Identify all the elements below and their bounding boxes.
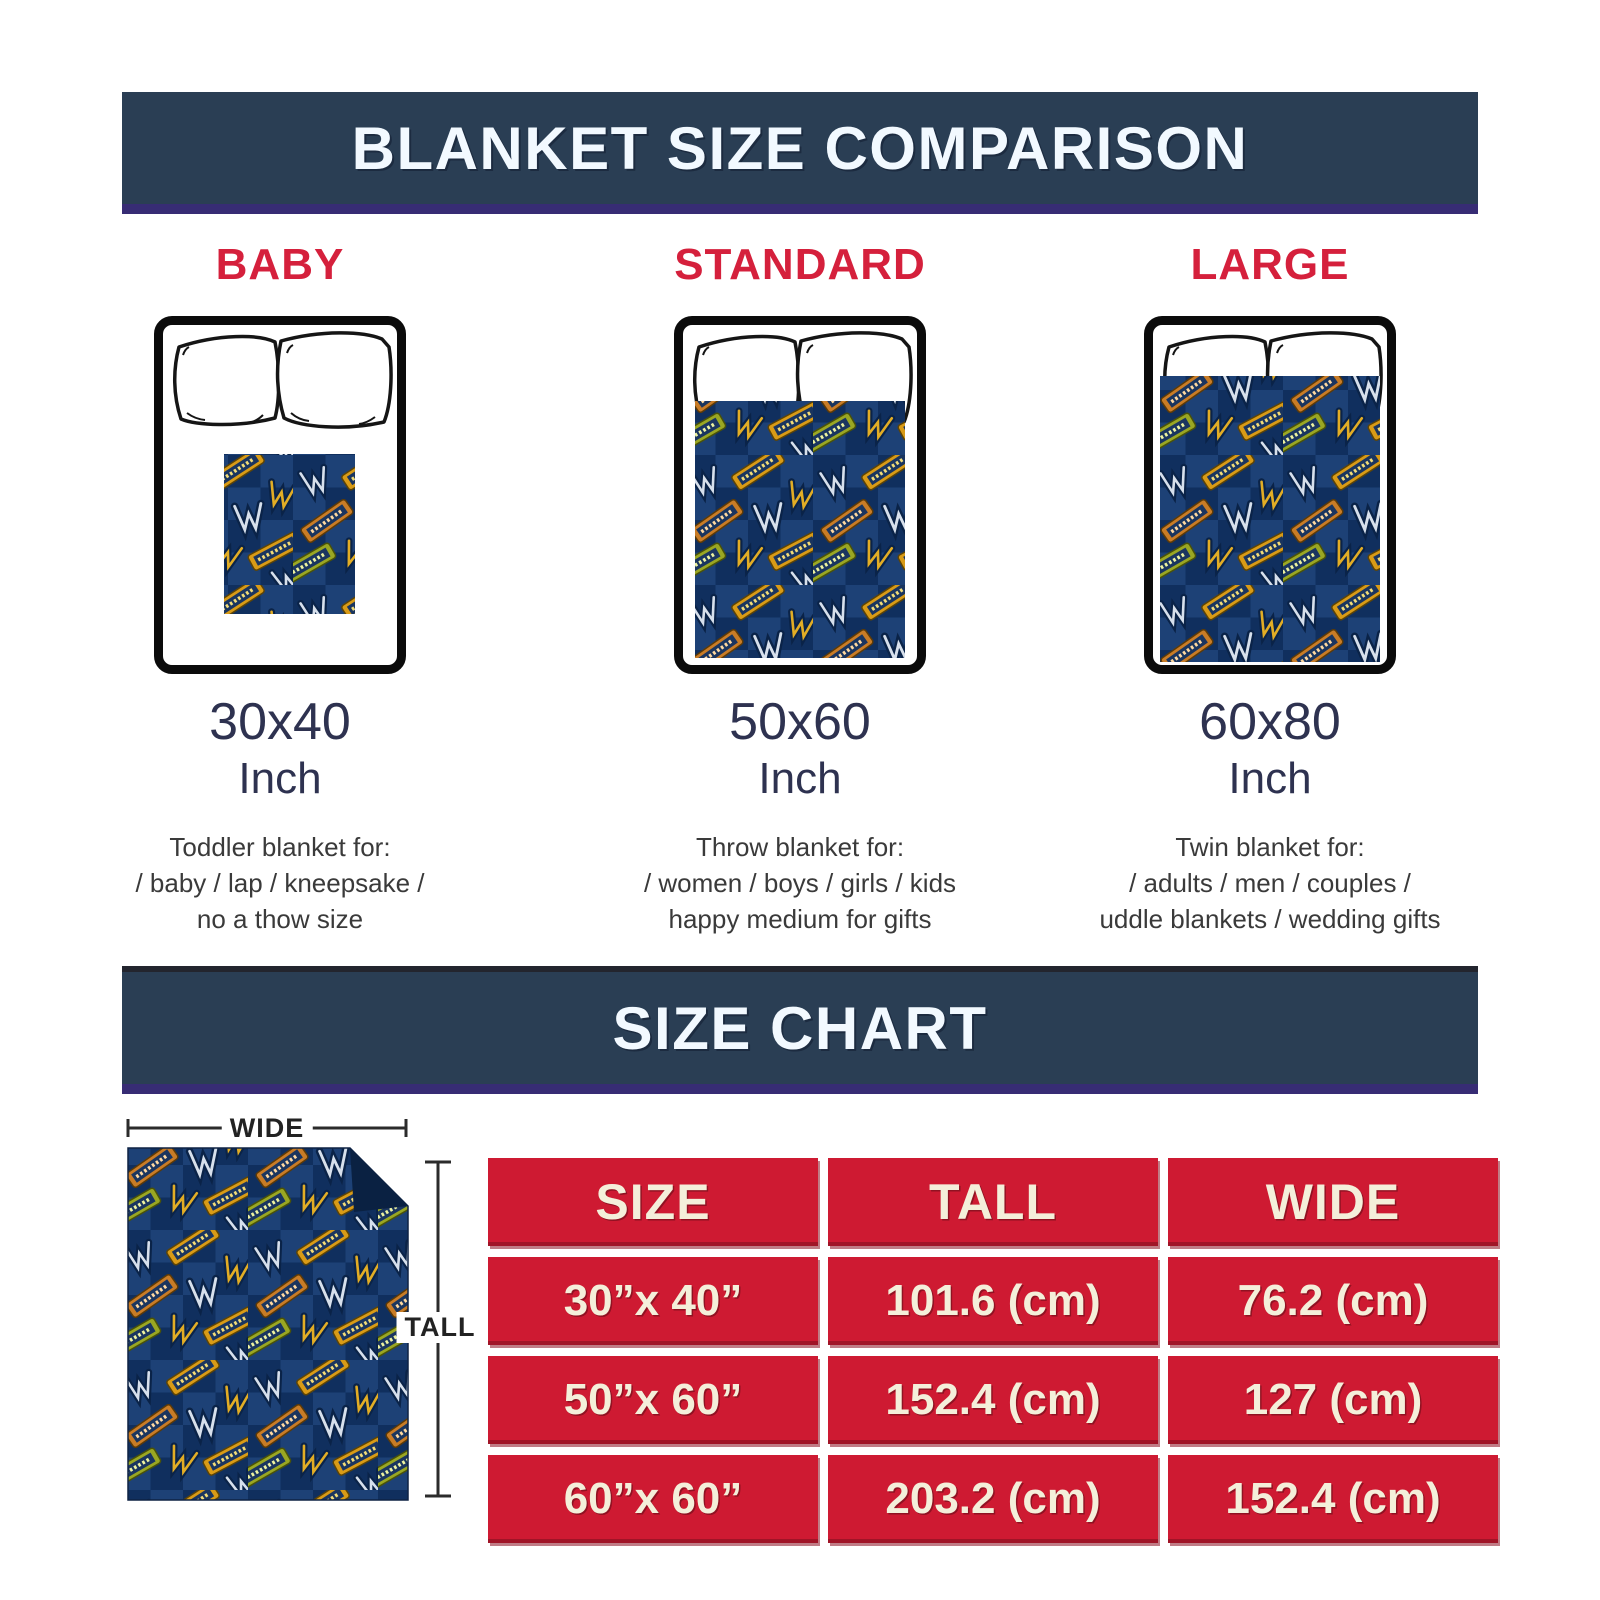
bed-illustration-large <box>1144 316 1396 674</box>
size-chart-banner: SIZE CHART <box>122 966 1478 1094</box>
description-line: / baby / lap / kneepsake / <box>135 867 425 898</box>
fold-triangle <box>350 1148 408 1212</box>
comparison-banner: BLANKET SIZE COMPARISON <box>122 92 1478 214</box>
table-cell-wide-1: 76.2 (cm) <box>1168 1257 1498 1345</box>
size-value-standard: 50x60 <box>729 693 871 751</box>
description-large: Twin blanket for: / adults / men / coupl… <box>1040 830 1500 938</box>
bed-drawing-large <box>1160 331 1383 662</box>
description-line: / women / boys / girls / kids <box>643 867 957 898</box>
size-value-baby: 30x40 <box>209 693 351 751</box>
table-cell-size-3: 60”x 60” <box>488 1455 818 1543</box>
pillows-icon <box>172 331 393 429</box>
size-chart-title: SIZE CHART <box>612 994 988 1062</box>
table-header-wide: WIDE <box>1168 1158 1498 1246</box>
column-heading-baby: BABY <box>215 240 345 289</box>
blanket-standard <box>695 401 905 658</box>
table-cell-wide-3: 152.4 (cm) <box>1168 1455 1498 1543</box>
description-line: Throw blanket for: <box>695 832 905 862</box>
table-cell-tall-1: 101.6 (cm) <box>828 1257 1158 1345</box>
blanket-folded-corner <box>127 1147 409 1501</box>
table-cell-tall-3: 203.2 (cm) <box>828 1455 1158 1543</box>
dimension-drawing <box>126 1119 451 1501</box>
description-line: Toddler blanket for: <box>169 832 391 862</box>
blanket-large <box>1160 376 1380 662</box>
bed-drawing-baby <box>172 331 393 614</box>
size-column-large: LARGE 60x80 Inch Twin blanket for: / adu… <box>1040 240 1500 938</box>
column-heading-large: LARGE <box>1190 240 1350 289</box>
size-unit-large: Inch <box>1228 754 1312 803</box>
table-cell-wide-2: 127 (cm) <box>1168 1356 1498 1444</box>
description-line: happy medium for gifts <box>668 903 932 934</box>
column-heading-standard: STANDARD <box>674 240 926 289</box>
comparison-title: BLANKET SIZE COMPARISON <box>351 114 1249 182</box>
size-value-large: 60x80 <box>1199 693 1341 751</box>
bed-illustration-standard <box>674 316 926 674</box>
blanket-baby <box>224 454 355 614</box>
bed-illustration-baby <box>154 316 406 674</box>
bed-drawing-standard <box>692 331 913 658</box>
table-header-tall: TALL <box>828 1158 1158 1246</box>
wide-dimension-label: WIDE <box>221 1113 313 1144</box>
size-unit-standard: Inch <box>758 754 842 803</box>
table-cell-tall-2: 152.4 (cm) <box>828 1356 1158 1444</box>
table-header-size: SIZE <box>488 1158 818 1246</box>
description-baby: Toddler blanket for: / baby / lap / knee… <box>50 830 510 938</box>
size-chart-table: SIZE TALL WIDE 30”x 40” 101.6 (cm) 76.2 … <box>488 1158 1508 1547</box>
size-column-standard: STANDARD 50x60 Inch Throw blanket for: /… <box>570 240 1030 938</box>
description-line: no a thow size <box>196 903 364 934</box>
size-column-baby: BABY 30x40 Inch Toddler blanket for: / b… <box>50 240 510 938</box>
table-cell-size-1: 30”x 40” <box>488 1257 818 1345</box>
description-standard: Throw blanket for: / women / boys / girl… <box>570 830 1030 938</box>
description-line: uddle blankets / wedding gifts <box>1099 903 1441 934</box>
description-line: Twin blanket for: <box>1175 832 1365 862</box>
size-unit-baby: Inch <box>238 754 322 803</box>
table-cell-size-2: 50”x 60” <box>488 1356 818 1444</box>
blanket-dimension-diagram: WIDE TALL <box>118 1100 498 1520</box>
tall-dimension-label: TALL <box>396 1312 484 1343</box>
description-line: / adults / men / couples / <box>1129 867 1411 898</box>
